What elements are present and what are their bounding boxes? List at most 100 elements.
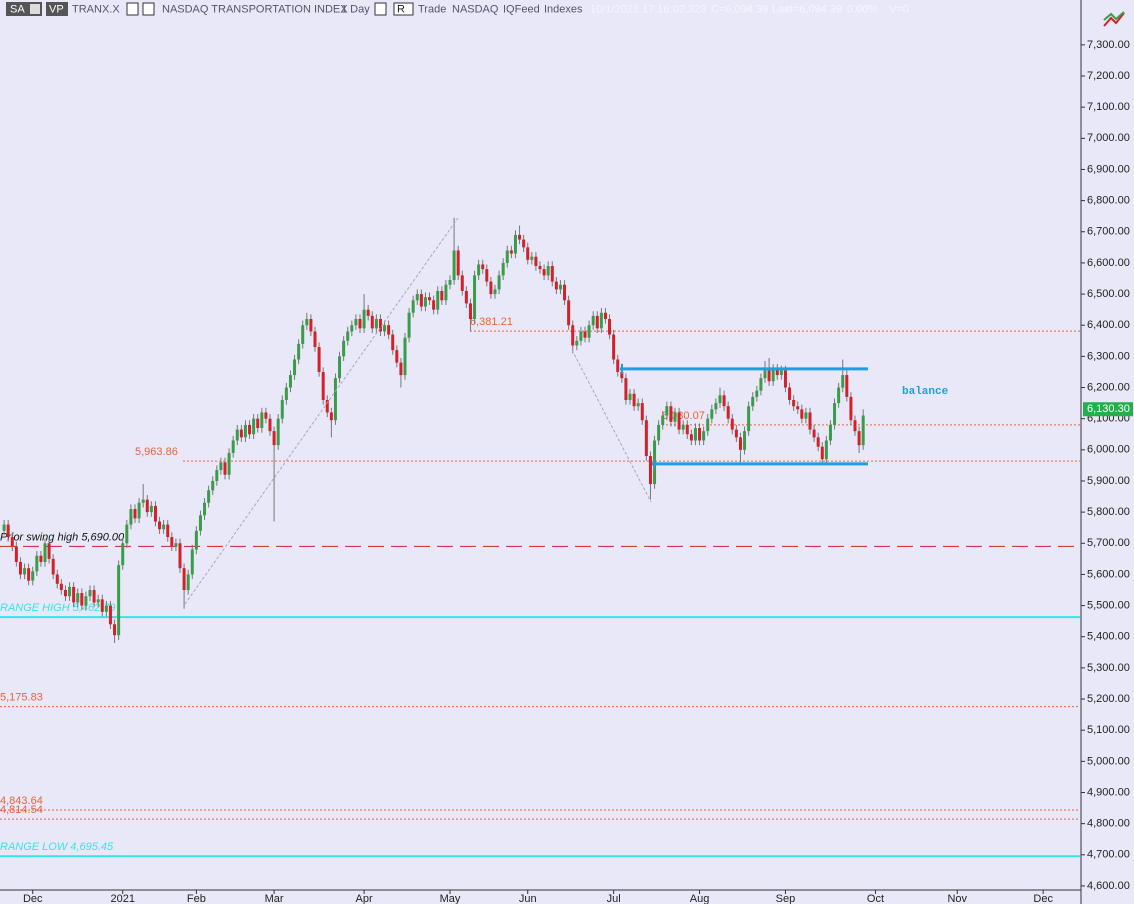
candle-body — [657, 424, 661, 441]
candle-body — [133, 509, 137, 519]
candle-body — [710, 409, 714, 419]
candle-body — [174, 543, 178, 547]
vp-button[interactable] — [46, 2, 68, 16]
candle-body — [833, 403, 837, 425]
group: Indexes — [544, 3, 583, 15]
balance-label: balance — [902, 386, 949, 398]
candle-body — [718, 395, 722, 404]
candle-body — [591, 315, 595, 326]
candle-body — [530, 256, 534, 260]
candle-body — [632, 393, 636, 407]
candle-body — [63, 590, 67, 597]
y-tick-label: 7,200.00 — [1087, 70, 1130, 82]
candle-body — [669, 406, 673, 422]
candle-body — [194, 530, 198, 550]
candle-body — [190, 549, 194, 575]
time: 17:16:02.323 — [642, 3, 706, 15]
candle-body — [685, 424, 689, 435]
candle-body — [297, 343, 301, 360]
y-tick-label: 5,900.00 — [1087, 475, 1130, 487]
icon-line — [1103, 11, 1125, 21]
candle-body — [440, 290, 444, 301]
candle-body — [730, 418, 734, 430]
candle-body — [333, 378, 337, 421]
y-tick-label: 5,300.00 — [1087, 662, 1130, 674]
candle-body — [243, 424, 247, 438]
candle-body — [824, 440, 828, 460]
candle-body — [2, 524, 6, 531]
candle-body — [96, 599, 100, 603]
candle-body — [293, 359, 297, 376]
candle-body — [526, 247, 530, 260]
candle-body — [125, 524, 129, 544]
candle-body — [448, 280, 452, 285]
candle-body — [59, 583, 63, 591]
y-tick-label: 6,500.00 — [1087, 288, 1130, 300]
candle-body — [579, 331, 583, 341]
candle-body — [518, 234, 522, 240]
instrument-name: NASDAQ TRANSPORTATION INDEX — [162, 3, 348, 15]
candle-body — [358, 318, 362, 329]
candle-body — [456, 250, 460, 276]
candle-body — [100, 599, 104, 612]
candle-body — [329, 412, 333, 421]
symbol: TRANX.X — [72, 3, 120, 15]
candle-body — [665, 406, 669, 416]
price-level-label: Prior swing high 5,690.00 — [0, 531, 125, 543]
x-tick-label: Dec — [1033, 893, 1053, 904]
candle-body — [571, 325, 575, 346]
candle-body — [399, 362, 403, 376]
candle-body — [403, 337, 407, 376]
r-button[interactable] — [393, 2, 414, 16]
dropdown-button[interactable] — [126, 2, 139, 16]
change: 0.00% — [847, 3, 878, 15]
last-price-box — [1083, 402, 1133, 417]
interval: 1 Day — [341, 3, 370, 15]
candle-body — [301, 325, 305, 344]
candle-body — [861, 415, 865, 446]
price-level-label: RANGE LOW 4,695.45 — [0, 841, 114, 853]
candle-body — [223, 462, 227, 475]
candle-body — [808, 412, 812, 430]
candle-body — [366, 309, 370, 316]
y-tick-label: 6,000.00 — [1087, 444, 1130, 456]
chart-icon[interactable] — [1103, 11, 1125, 27]
candle-body — [47, 543, 51, 559]
x-tick-label: Feb — [187, 893, 206, 904]
candle-body — [309, 318, 313, 332]
dropdown-button[interactable] — [374, 2, 387, 16]
candle-body — [117, 565, 121, 636]
dropdown-button[interactable] — [142, 2, 155, 16]
candle-body — [673, 412, 677, 422]
candle-body — [198, 515, 202, 531]
candle-body — [706, 418, 710, 432]
candle-body — [113, 624, 117, 636]
candle-body — [563, 284, 567, 301]
candle-body — [264, 412, 268, 419]
icon-line — [1103, 12, 1125, 27]
candle-body — [501, 262, 505, 276]
candle-body — [820, 446, 824, 460]
candle-body — [644, 420, 648, 457]
candle-body — [493, 289, 497, 295]
candle-body — [771, 368, 775, 382]
candle-body — [276, 418, 280, 446]
candle-body — [178, 543, 182, 569]
candle-body — [6, 524, 10, 538]
candle-body — [108, 605, 112, 625]
candle-body — [620, 371, 624, 379]
candle-body — [661, 415, 665, 425]
candle-body — [72, 586, 76, 603]
y-tick-label: 5,200.00 — [1087, 693, 1130, 705]
candle-body — [231, 440, 235, 453]
y-tick-label: 7,300.00 — [1087, 39, 1130, 51]
candle-body — [252, 418, 256, 435]
candle-body — [27, 568, 31, 581]
candle-body — [55, 574, 59, 584]
candle-body — [272, 431, 276, 446]
x-tick-label: Oct — [867, 893, 884, 904]
candle-body — [624, 378, 628, 400]
candle-body — [550, 266, 554, 282]
candle-body — [436, 290, 440, 310]
